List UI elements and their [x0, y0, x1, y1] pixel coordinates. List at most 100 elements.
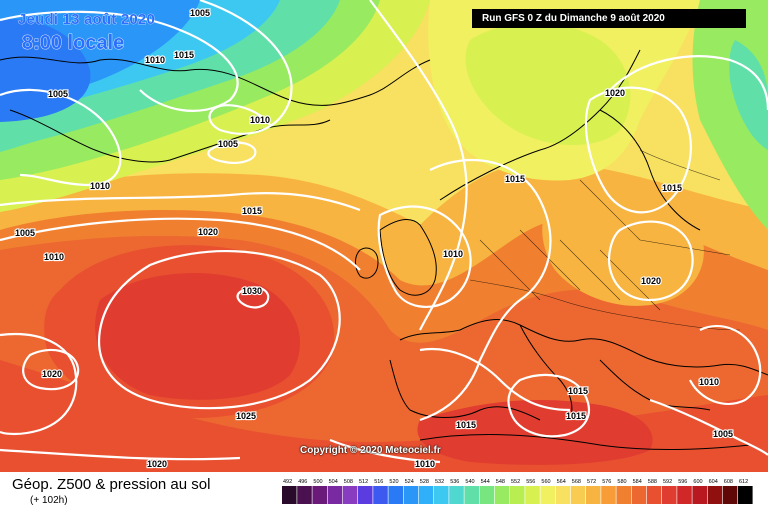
z500-band-556-scandinavia — [465, 23, 631, 145]
legend-label: 604 — [709, 479, 718, 485]
legend-label: 552 — [511, 479, 520, 485]
isobar-label: 1005 — [48, 89, 68, 99]
model-run-banner: Run GFS 0 Z du Dimanche 9 août 2020 — [472, 9, 746, 28]
legend-label: 528 — [420, 479, 429, 485]
legend-swatch — [586, 486, 601, 504]
legend-label: 512 — [359, 479, 368, 485]
legend-swatch — [616, 486, 631, 504]
legend-swatch — [601, 486, 616, 504]
isobar-label: 1010 — [145, 55, 165, 65]
legend-label: 492 — [283, 479, 292, 485]
z500-band-540-ne — [729, 40, 768, 150]
legend-swatch — [555, 486, 571, 504]
legend-label: 572 — [587, 479, 596, 485]
legend-label: 540 — [465, 479, 474, 485]
legend-swatch — [494, 486, 510, 504]
isobar-label: 1015 — [566, 411, 586, 421]
legend-label: 576 — [602, 479, 611, 485]
isobar-label: 1015 — [242, 206, 262, 216]
color-legend: 492 496 500 504 508 512 516 520 524 528 532 536 540 5… — [282, 479, 753, 504]
isobar-label: 1020 — [198, 227, 218, 237]
copyright-notice: Copyright © 2020 Meteociel.fr — [300, 445, 441, 456]
legend-swatch — [738, 486, 753, 504]
isobar-labels: 1005 1010 1015 1005 1010 1005 1010 1015 … — [14, 7, 734, 470]
isobar-label: 1020 — [147, 459, 167, 469]
legend-label: 520 — [389, 479, 398, 485]
legend-label: 592 — [663, 479, 672, 485]
isobar-label: 1015 — [568, 386, 588, 396]
isobar-label: 1010 — [90, 181, 110, 191]
legend-swatch — [327, 486, 343, 504]
legend-label: 564 — [557, 479, 566, 485]
legend-swatch — [312, 486, 327, 504]
legend-swatch — [464, 486, 479, 504]
legend-swatch — [570, 486, 586, 504]
legend-swatch — [510, 486, 525, 504]
legend-label: 536 — [450, 479, 459, 485]
isobar-label: 1005 — [190, 8, 210, 18]
legend-swatch — [662, 486, 677, 504]
legend-swatch — [525, 486, 540, 504]
legend-label: 612 — [739, 479, 748, 485]
legend-label: 588 — [648, 479, 657, 485]
legend-label: 524 — [405, 479, 414, 485]
z500-band-592 — [95, 273, 300, 400]
legend-swatch — [297, 486, 312, 504]
legend-label: 560 — [541, 479, 550, 485]
legend-swatch — [722, 486, 738, 504]
legend-label: 568 — [572, 479, 581, 485]
z500-band-592-south — [417, 400, 653, 465]
legend-swatch — [434, 486, 449, 504]
legend-swatch — [677, 486, 692, 504]
weather-map: 1005 1010 1015 1005 1010 1005 1010 1015 … — [0, 0, 768, 472]
isobar-label: 1020 — [605, 88, 625, 98]
legend-swatch — [540, 486, 555, 504]
legend-label: 584 — [633, 479, 642, 485]
legend-label: 508 — [344, 479, 353, 485]
legend-swatch — [388, 486, 403, 504]
legend-swatch — [342, 486, 358, 504]
country-borders — [469, 149, 741, 331]
z500-band-524 — [0, 19, 91, 123]
isobar-label: 1020 — [641, 276, 661, 286]
legend-swatch — [418, 486, 434, 504]
isobar-label: 1015 — [662, 183, 682, 193]
isobar-label: 1005 — [713, 429, 733, 439]
legend-label: 504 — [329, 479, 338, 485]
isobars — [0, 0, 768, 464]
legend-label: 532 — [435, 479, 444, 485]
z500-band-576-east — [542, 179, 704, 306]
isobar-label: 1015 — [174, 50, 194, 60]
isobar-label: 1010 — [250, 115, 270, 125]
legend-label: 548 — [496, 479, 505, 485]
isobar-label: 1025 — [236, 411, 256, 421]
legend-swatch — [373, 486, 388, 504]
legend-swatch — [707, 486, 723, 504]
legend-swatch — [646, 486, 662, 504]
isobar-label: 1010 — [443, 249, 463, 259]
isobar-label: 1005 — [218, 139, 238, 149]
legend-swatch — [631, 486, 647, 504]
legend-swatch — [449, 486, 464, 504]
isobar-label: 1015 — [456, 420, 476, 430]
legend-swatch — [479, 486, 495, 504]
legend-label: 496 — [298, 479, 307, 485]
isobar-label: 1010 — [699, 377, 719, 387]
lead-time: (+ 102h) — [30, 495, 68, 506]
isobar-label: 1015 — [505, 174, 525, 184]
isobar-label: 1010 — [415, 459, 435, 469]
isobar-label: 1020 — [42, 369, 62, 379]
legend-label: 544 — [481, 479, 490, 485]
legend-swatch — [358, 486, 373, 504]
legend-label: 596 — [678, 479, 687, 485]
legend-label: 556 — [526, 479, 535, 485]
legend-label: 516 — [374, 479, 383, 485]
legend-label: 608 — [724, 479, 733, 485]
isobar-label: 1030 — [242, 286, 262, 296]
legend-swatch — [403, 486, 419, 504]
isobar-label: 1005 — [15, 228, 35, 238]
legend-label: 580 — [617, 479, 626, 485]
legend-swatch — [282, 486, 297, 504]
forecast-time: 8:00 locale — [22, 32, 125, 55]
legend-label: 500 — [313, 479, 322, 485]
